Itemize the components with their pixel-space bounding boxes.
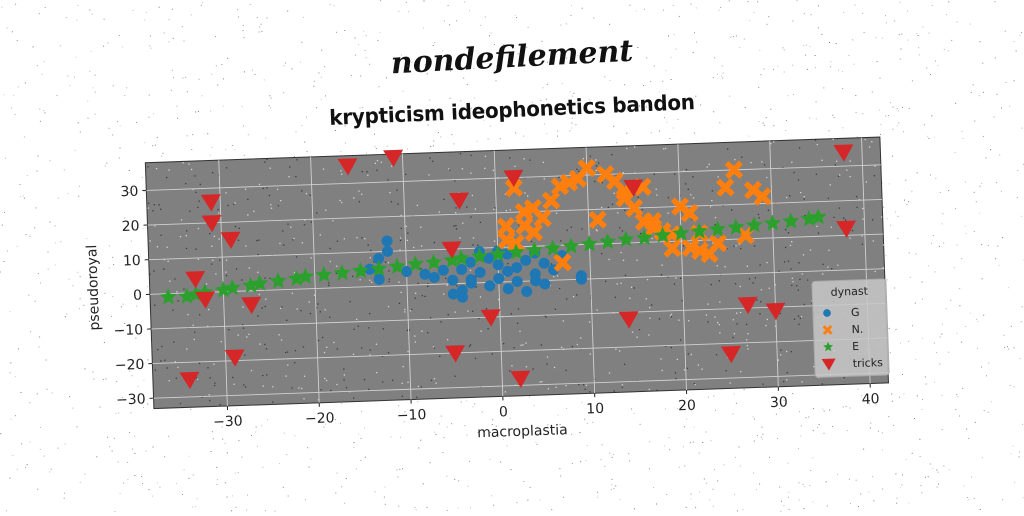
legend-label: G bbox=[851, 306, 860, 319]
y-tick-label: 20 bbox=[121, 218, 139, 235]
y-axis-label: pseudoroyal bbox=[84, 244, 103, 330]
legend-title: dynast bbox=[830, 285, 868, 299]
x-tick-label: 0 bbox=[499, 404, 508, 420]
x-tick-label: 40 bbox=[861, 391, 879, 408]
y-tick-label: −10 bbox=[113, 322, 143, 339]
x-tick-label: 20 bbox=[678, 398, 696, 415]
x-tick-label: 10 bbox=[586, 401, 604, 418]
x-tick-label: −10 bbox=[397, 407, 427, 424]
x-tick-label: −30 bbox=[213, 413, 243, 430]
legend-label: N. bbox=[851, 323, 863, 336]
legend-label: E bbox=[852, 340, 859, 353]
x-tick-label: 30 bbox=[770, 394, 788, 411]
y-tick-label: −20 bbox=[115, 357, 145, 374]
x-axis-label: macroplastia bbox=[477, 422, 568, 441]
y-tick-label: −30 bbox=[116, 391, 146, 408]
x-tick-label: −20 bbox=[305, 410, 335, 427]
legend-label: tricks bbox=[853, 356, 884, 370]
y-tick-label: 30 bbox=[120, 184, 138, 201]
y-tick-label: 10 bbox=[123, 253, 141, 270]
y-tick-label: 0 bbox=[133, 288, 142, 304]
